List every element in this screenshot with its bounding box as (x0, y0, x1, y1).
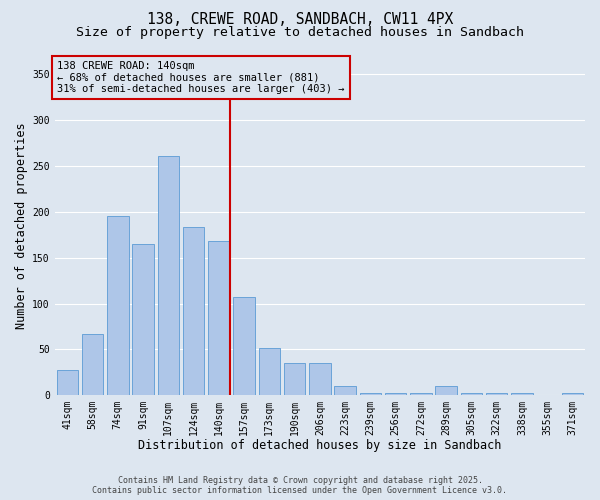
Bar (410, 394, 431, 395)
Bar (562, 394, 583, 395)
Bar (107, 216, 128, 395)
Bar (259, 348, 280, 395)
Bar (436, 386, 457, 395)
X-axis label: Distribution of detached houses by size in Sandbach: Distribution of detached houses by size … (138, 440, 502, 452)
Text: Size of property relative to detached houses in Sandbach: Size of property relative to detached ho… (76, 26, 524, 39)
Bar (183, 228, 204, 395)
Bar (359, 394, 381, 395)
Bar (158, 156, 179, 395)
Bar (208, 241, 230, 395)
Bar (461, 394, 482, 395)
Bar (133, 244, 154, 395)
Bar (334, 386, 356, 395)
Text: Contains HM Land Registry data © Crown copyright and database right 2025.
Contai: Contains HM Land Registry data © Crown c… (92, 476, 508, 495)
Text: 138, CREWE ROAD, SANDBACH, CW11 4PX: 138, CREWE ROAD, SANDBACH, CW11 4PX (147, 12, 453, 28)
Bar (233, 297, 255, 395)
Text: 138 CREWE ROAD: 140sqm
← 68% of detached houses are smaller (881)
31% of semi-de: 138 CREWE ROAD: 140sqm ← 68% of detached… (58, 61, 345, 94)
Bar (309, 363, 331, 395)
Bar (56, 370, 78, 395)
Bar (385, 394, 406, 395)
Y-axis label: Number of detached properties: Number of detached properties (15, 122, 28, 329)
Bar (284, 363, 305, 395)
Bar (82, 334, 103, 395)
Bar (511, 394, 533, 395)
Bar (486, 394, 508, 395)
